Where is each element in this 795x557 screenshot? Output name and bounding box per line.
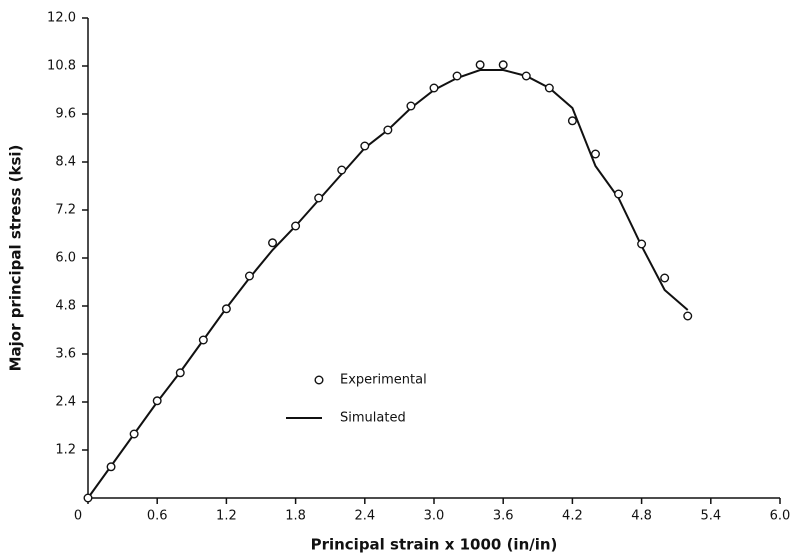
experimental-point (83, 493, 93, 503)
experimental-point (683, 311, 693, 321)
experimental-point (129, 429, 139, 439)
x-tick-label: 1.8 (285, 509, 306, 524)
experimental-point (291, 221, 301, 231)
experimental-point (590, 149, 600, 159)
y-axis-title: Major principal stress (ksi) (7, 145, 25, 372)
y-tick-label: 6.0 (55, 251, 76, 266)
y-tick-label: 12.0 (47, 11, 76, 26)
x-tick-label: 0 (74, 509, 82, 524)
experimental-point (106, 462, 116, 472)
experimental-point (314, 193, 324, 203)
experimental-point (637, 239, 647, 249)
experimental-point (567, 116, 577, 126)
y-tick-label: 1.2 (55, 443, 76, 458)
x-tick-label: 1.2 (216, 509, 237, 524)
x-tick-label: 5.4 (700, 509, 721, 524)
y-tick-label: 9.6 (55, 107, 76, 122)
x-tick-label: 2.4 (354, 509, 375, 524)
experimental-point (383, 125, 393, 135)
experimental-point (268, 238, 278, 248)
y-tick-label: 3.6 (55, 347, 76, 362)
x-tick-label: 0.6 (147, 509, 168, 524)
experimental-point (475, 60, 485, 70)
experimental-point (544, 83, 554, 93)
y-tick-label: 2.4 (55, 395, 76, 410)
x-tick-label: 6.0 (770, 509, 791, 524)
experimental-point (244, 271, 254, 281)
x-tick-label: 3.6 (493, 509, 514, 524)
experimental-point (337, 165, 347, 175)
legend-marker (314, 375, 324, 385)
x-axis-title: Principal strain x 1000 (in/in) (311, 536, 558, 554)
y-tick-label: 10.8 (47, 59, 76, 74)
experimental-point (198, 335, 208, 345)
experimental-point (152, 396, 162, 406)
x-tick-label: 3.0 (424, 509, 445, 524)
x-tick-label: 4.8 (631, 509, 652, 524)
experimental-point (406, 101, 416, 111)
experimental-point (498, 60, 508, 70)
experimental-point (452, 71, 462, 81)
experimental-point (175, 368, 185, 378)
experimental-point (521, 71, 531, 81)
legend-label: Experimental (340, 373, 427, 388)
legend-label: Simulated (340, 411, 406, 426)
experimental-point (221, 304, 231, 314)
experimental-point (360, 141, 370, 151)
y-tick-label: 4.8 (55, 299, 76, 314)
y-tick-label: 7.2 (55, 203, 76, 218)
y-tick-label: 8.4 (55, 155, 76, 170)
experimental-point (614, 189, 624, 199)
experimental-point (429, 83, 439, 93)
x-tick-label: 4.2 (562, 509, 583, 524)
experimental-point (660, 273, 670, 283)
